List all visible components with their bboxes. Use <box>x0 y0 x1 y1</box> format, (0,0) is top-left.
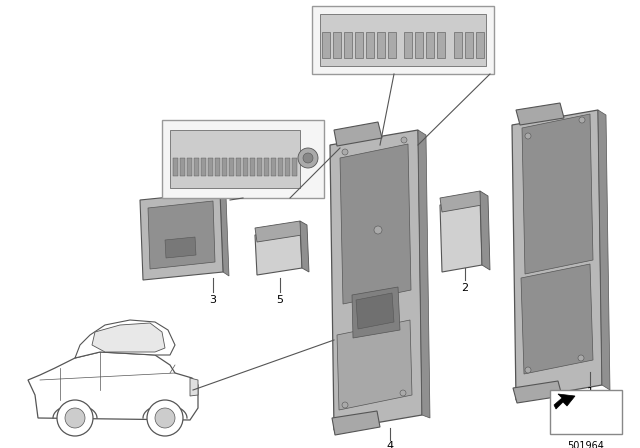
Circle shape <box>342 402 348 408</box>
Circle shape <box>578 355 584 361</box>
Polygon shape <box>340 144 411 304</box>
Bar <box>366 32 374 58</box>
Bar <box>170 130 300 188</box>
Polygon shape <box>148 201 215 269</box>
Bar <box>180 158 185 176</box>
Text: 1: 1 <box>586 387 593 397</box>
Polygon shape <box>513 381 562 403</box>
Polygon shape <box>330 130 422 430</box>
Bar <box>194 158 199 176</box>
Circle shape <box>400 390 406 396</box>
Polygon shape <box>28 352 198 420</box>
Bar <box>312 6 494 74</box>
Polygon shape <box>480 191 490 270</box>
Polygon shape <box>255 221 302 242</box>
Circle shape <box>374 226 382 234</box>
Bar <box>243 158 248 176</box>
Circle shape <box>147 400 183 436</box>
Polygon shape <box>140 192 223 280</box>
Polygon shape <box>334 122 382 146</box>
Circle shape <box>155 408 175 428</box>
Bar <box>173 158 178 176</box>
Bar <box>278 158 283 176</box>
Polygon shape <box>418 130 430 418</box>
Bar <box>476 32 484 58</box>
Bar <box>320 14 486 66</box>
Text: 2: 2 <box>461 283 468 293</box>
Circle shape <box>298 148 318 168</box>
Circle shape <box>579 117 585 123</box>
Circle shape <box>525 133 531 139</box>
Polygon shape <box>598 110 610 390</box>
Bar <box>292 158 297 176</box>
Bar <box>355 32 363 58</box>
Bar <box>454 32 462 58</box>
Bar <box>236 158 241 176</box>
Polygon shape <box>75 320 175 358</box>
Bar <box>333 32 341 58</box>
Bar <box>426 32 434 58</box>
Bar <box>437 32 445 58</box>
Bar <box>465 32 473 58</box>
Polygon shape <box>352 287 400 338</box>
Bar <box>162 120 324 198</box>
Polygon shape <box>356 293 394 329</box>
Polygon shape <box>554 394 575 409</box>
Bar <box>415 32 423 58</box>
Polygon shape <box>512 110 602 400</box>
Polygon shape <box>220 192 229 276</box>
Polygon shape <box>255 228 302 275</box>
Circle shape <box>342 149 348 155</box>
Bar <box>208 158 213 176</box>
Bar <box>388 32 396 58</box>
Polygon shape <box>516 103 564 125</box>
Bar <box>229 158 234 176</box>
Bar <box>215 158 220 176</box>
Polygon shape <box>522 114 593 274</box>
Bar <box>550 390 622 434</box>
Circle shape <box>401 137 407 143</box>
Text: 4: 4 <box>387 441 394 448</box>
Polygon shape <box>300 221 309 272</box>
Bar <box>344 32 352 58</box>
Polygon shape <box>332 411 380 435</box>
Polygon shape <box>440 198 482 272</box>
Bar <box>264 158 269 176</box>
Circle shape <box>525 367 531 373</box>
Bar <box>257 158 262 176</box>
Bar <box>322 32 330 58</box>
Circle shape <box>303 153 313 163</box>
Bar <box>377 32 385 58</box>
Text: 5: 5 <box>276 295 284 305</box>
Polygon shape <box>337 320 412 410</box>
Polygon shape <box>165 237 196 258</box>
Bar <box>285 158 290 176</box>
Bar <box>201 158 206 176</box>
Bar <box>404 32 412 58</box>
Polygon shape <box>190 378 198 396</box>
Circle shape <box>57 400 93 436</box>
Bar <box>250 158 255 176</box>
Polygon shape <box>521 264 593 374</box>
Circle shape <box>65 408 85 428</box>
Bar <box>271 158 276 176</box>
Polygon shape <box>440 191 482 212</box>
Text: 3: 3 <box>209 295 216 305</box>
Bar <box>187 158 192 176</box>
Polygon shape <box>92 323 165 352</box>
Bar <box>222 158 227 176</box>
Text: 501964: 501964 <box>568 441 604 448</box>
